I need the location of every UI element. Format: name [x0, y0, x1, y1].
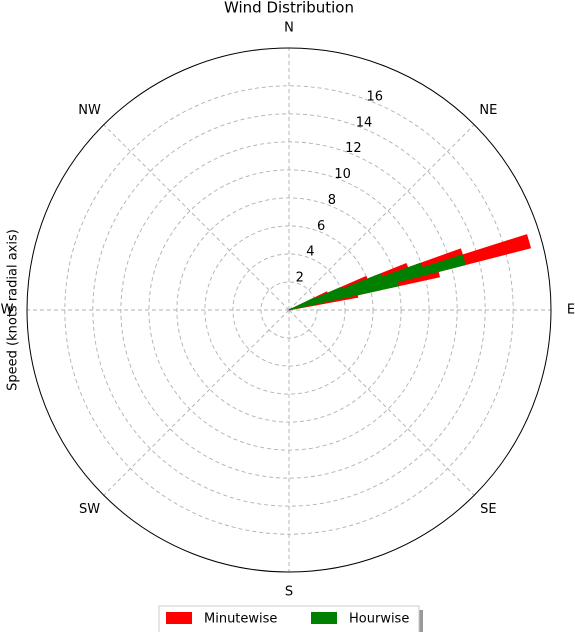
radial-tick-label: 2 — [296, 271, 304, 286]
radial-tick-label: 14 — [356, 115, 373, 130]
radial-grid-line — [64, 85, 514, 535]
radial-grid-line — [204, 225, 374, 395]
legend-swatch — [311, 612, 337, 624]
angular-grid-line — [103, 309, 290, 496]
legend: Minutewise Hourwise — [158, 605, 423, 632]
angular-grid-line — [288, 124, 475, 311]
radial-tick-label: 16 — [367, 89, 384, 104]
radial-grid-line — [148, 169, 430, 451]
angular-tick-label: SE — [480, 502, 496, 517]
chart-title: Wind Distribution — [224, 0, 354, 17]
legend-label: Minutewise — [204, 612, 277, 627]
y-axis-label: Speed (knots radial axis) — [6, 229, 21, 391]
bar — [288, 279, 399, 311]
radial-tick-label: 10 — [334, 167, 351, 182]
polar-frame — [26, 47, 552, 573]
radial-grid-line — [176, 197, 402, 423]
radial-tick-label: 12 — [345, 141, 362, 156]
angular-tick-label: W — [1, 303, 14, 318]
legend-box — [158, 605, 420, 632]
radial-grid-line — [260, 281, 318, 339]
angular-tick-label: S — [285, 585, 293, 600]
angular-tick-label: NW — [78, 103, 101, 118]
angular-tick-label: SW — [79, 502, 100, 517]
angular-grid-line — [103, 124, 290, 311]
angular-tick-label: NE — [479, 103, 497, 118]
bar — [288, 254, 466, 311]
radial-tick-label: 8 — [328, 193, 336, 208]
legend-swatch — [166, 612, 192, 624]
radial-grid-line — [232, 253, 346, 367]
radial-grid-line — [92, 113, 486, 507]
radial-tick-label: 4 — [306, 245, 314, 260]
angular-tick-label: E — [567, 303, 575, 318]
bar — [288, 262, 424, 311]
angular-tick-label: N — [284, 21, 294, 36]
legend-label: Hourwise — [349, 612, 409, 627]
radial-grid-line — [120, 141, 458, 479]
angular-grid-line — [288, 309, 475, 496]
radial-tick-label: 6 — [317, 219, 325, 234]
